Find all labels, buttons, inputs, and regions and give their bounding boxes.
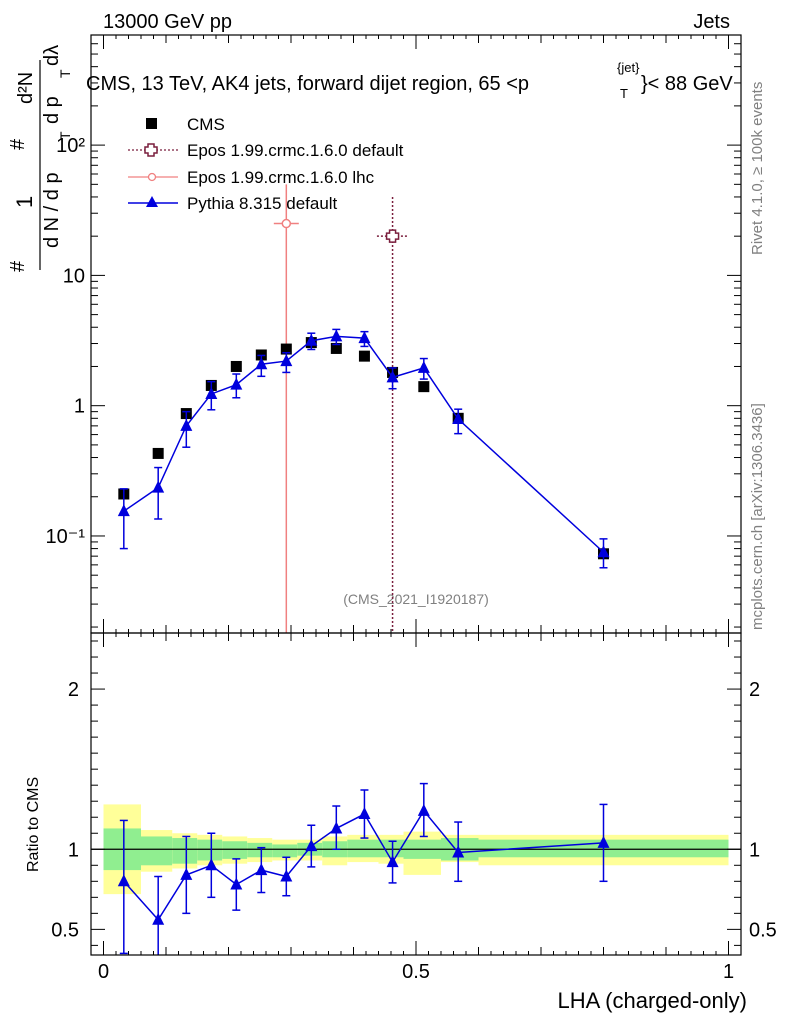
ratio-pythia-point bbox=[205, 858, 218, 871]
ratio-pythia-point bbox=[180, 867, 193, 880]
x-axis-label: LHA (charged-only) bbox=[557, 988, 747, 1013]
main-y-axis-label: 1 d N / d p T # d²N d p T dλ # bbox=[7, 45, 73, 272]
ratio-pythia-point bbox=[358, 807, 371, 820]
ratio-pythia-point bbox=[386, 855, 399, 868]
ylabel-part-9: # bbox=[7, 138, 29, 150]
ylabel-part-1: 1 bbox=[12, 196, 37, 208]
legend-label-epos-default: Epos 1.99.crmc.1.6.0 default bbox=[187, 141, 404, 160]
ratio-pythia-point bbox=[280, 869, 293, 882]
mcplots-reference-label: mcplots.cern.ch [arXiv:1306.3436] bbox=[749, 403, 766, 630]
ylabel-part-4: # bbox=[7, 260, 29, 272]
legend: CMS Epos 1.99.crmc.1.6.0 default Epos 1.… bbox=[128, 115, 404, 213]
pythia-point bbox=[330, 329, 343, 342]
main-y-tick-label: 1 bbox=[74, 396, 85, 418]
epos-default-point bbox=[385, 229, 400, 243]
cms-data-point bbox=[230, 360, 242, 372]
ratio-y-tick-label-right: 2 bbox=[749, 679, 760, 701]
ratio-y-tick-label-right: 0.5 bbox=[749, 919, 777, 941]
pythia-point bbox=[305, 333, 318, 346]
pythia-point bbox=[117, 504, 130, 517]
pythia-point bbox=[180, 418, 193, 431]
pythia-point bbox=[255, 357, 268, 370]
band-inner-bin bbox=[172, 838, 198, 864]
band-inner-bin bbox=[222, 841, 248, 859]
pythia-point bbox=[597, 545, 610, 558]
axes: 0 0.5 1 10⁻¹ 1 10 10² 0.5 0.5 1 1 2 2 bbox=[46, 34, 777, 983]
analysis-watermark: (CMS_2021_I1920187) bbox=[343, 591, 489, 607]
cms-data-point bbox=[152, 447, 164, 459]
ratio-pythia-point bbox=[230, 877, 243, 890]
ylabel-part-7: T bbox=[57, 69, 73, 78]
x-tick-label: 0.5 bbox=[402, 961, 430, 983]
header-jets-label: Jets bbox=[693, 11, 730, 33]
legend-entry-epos-default: Epos 1.99.crmc.1.6.0 default bbox=[128, 141, 404, 160]
ylabel-part-5: d²N bbox=[15, 72, 37, 104]
ratio-pythia-point bbox=[417, 803, 430, 816]
main-panel-series bbox=[117, 184, 610, 633]
cms-data-point bbox=[330, 342, 342, 354]
ratio-pythia-point bbox=[597, 835, 610, 848]
ylabel-part-2: d N / d p bbox=[41, 172, 63, 248]
legend-label-epos-lhc: Epos 1.99.crmc.1.6.0 lhc bbox=[187, 168, 375, 187]
ratio-pythia-point bbox=[305, 839, 318, 852]
ratio-pythia-point bbox=[255, 863, 268, 876]
legend-entry-pythia: Pythia 8.315 default bbox=[128, 194, 338, 213]
plot-title-main: CMS, 13 TeV, AK4 jets, forward dijet reg… bbox=[86, 73, 529, 95]
pythia-point bbox=[230, 377, 243, 390]
band-inner-bin bbox=[378, 839, 404, 858]
legend-entry-epos-lhc: Epos 1.99.crmc.1.6.0 lhc bbox=[128, 168, 375, 187]
pythia-point bbox=[358, 331, 371, 344]
ylabel-part-3: T bbox=[57, 131, 73, 140]
ratio-panel-frame bbox=[90, 632, 742, 956]
ratio-y-tick-label-right: 1 bbox=[749, 839, 760, 861]
ratio-y-tick-label-left: 2 bbox=[68, 679, 79, 701]
cms-data-point bbox=[280, 343, 292, 355]
pythia-point bbox=[205, 386, 218, 399]
ratio-pythia-line bbox=[123, 809, 604, 921]
main-y-tick-label: 10² bbox=[56, 135, 85, 157]
x-tick-label: 1 bbox=[723, 961, 734, 983]
ratio-y-tick-label-left: 0.5 bbox=[51, 919, 79, 941]
cms-data-point bbox=[418, 381, 430, 393]
plot-title-sup: {jet} bbox=[617, 60, 640, 75]
ratio-pythia-point bbox=[117, 874, 130, 887]
cms-data-point bbox=[358, 350, 370, 362]
x-tick-label: 0 bbox=[98, 961, 109, 983]
ratio-y-tick-label-left: 1 bbox=[68, 839, 79, 861]
ylabel-part-8: dλ bbox=[41, 45, 63, 66]
pythia-point bbox=[152, 480, 165, 493]
ratio-pythia-point bbox=[152, 912, 165, 925]
main-y-tick-label: 10 bbox=[63, 265, 85, 287]
legend-entry-cms: CMS bbox=[146, 115, 225, 134]
rivet-version-label: Rivet 4.1.0, ≥ 100k events bbox=[749, 82, 766, 255]
pythia-line bbox=[123, 335, 605, 553]
pythia-point bbox=[417, 360, 430, 373]
plot-title-end: }< 88 GeV bbox=[641, 73, 733, 95]
ratio-panel-series bbox=[117, 782, 610, 955]
band-inner-bin bbox=[272, 844, 298, 858]
header-energy-label: 13000 GeV pp bbox=[103, 11, 232, 33]
pythia-point bbox=[386, 370, 399, 383]
ylabel-part-6: d p bbox=[41, 96, 63, 124]
plot-title-sub: T bbox=[620, 86, 628, 101]
ratio-uncertainty-bands bbox=[91, 804, 741, 895]
band-inner-bin bbox=[141, 836, 173, 866]
plot-title: CMS, 13 TeV, AK4 jets, forward dijet reg… bbox=[86, 60, 733, 101]
ratio-pythia-point bbox=[330, 821, 343, 834]
main-y-tick-label: 10⁻¹ bbox=[46, 526, 86, 548]
ratio-y-axis-label: Ratio to CMS bbox=[25, 777, 42, 872]
legend-label-pythia: Pythia 8.315 default bbox=[187, 194, 338, 213]
epos-lhc-point bbox=[281, 218, 292, 229]
ratio-pythia-point bbox=[452, 845, 465, 858]
pythia-point bbox=[280, 354, 293, 367]
band-inner-bin bbox=[347, 839, 379, 858]
pythia-point bbox=[452, 412, 465, 425]
legend-label-cms: CMS bbox=[187, 115, 225, 134]
band-inner-bin bbox=[247, 842, 273, 858]
band-inner-bin bbox=[197, 839, 223, 861]
